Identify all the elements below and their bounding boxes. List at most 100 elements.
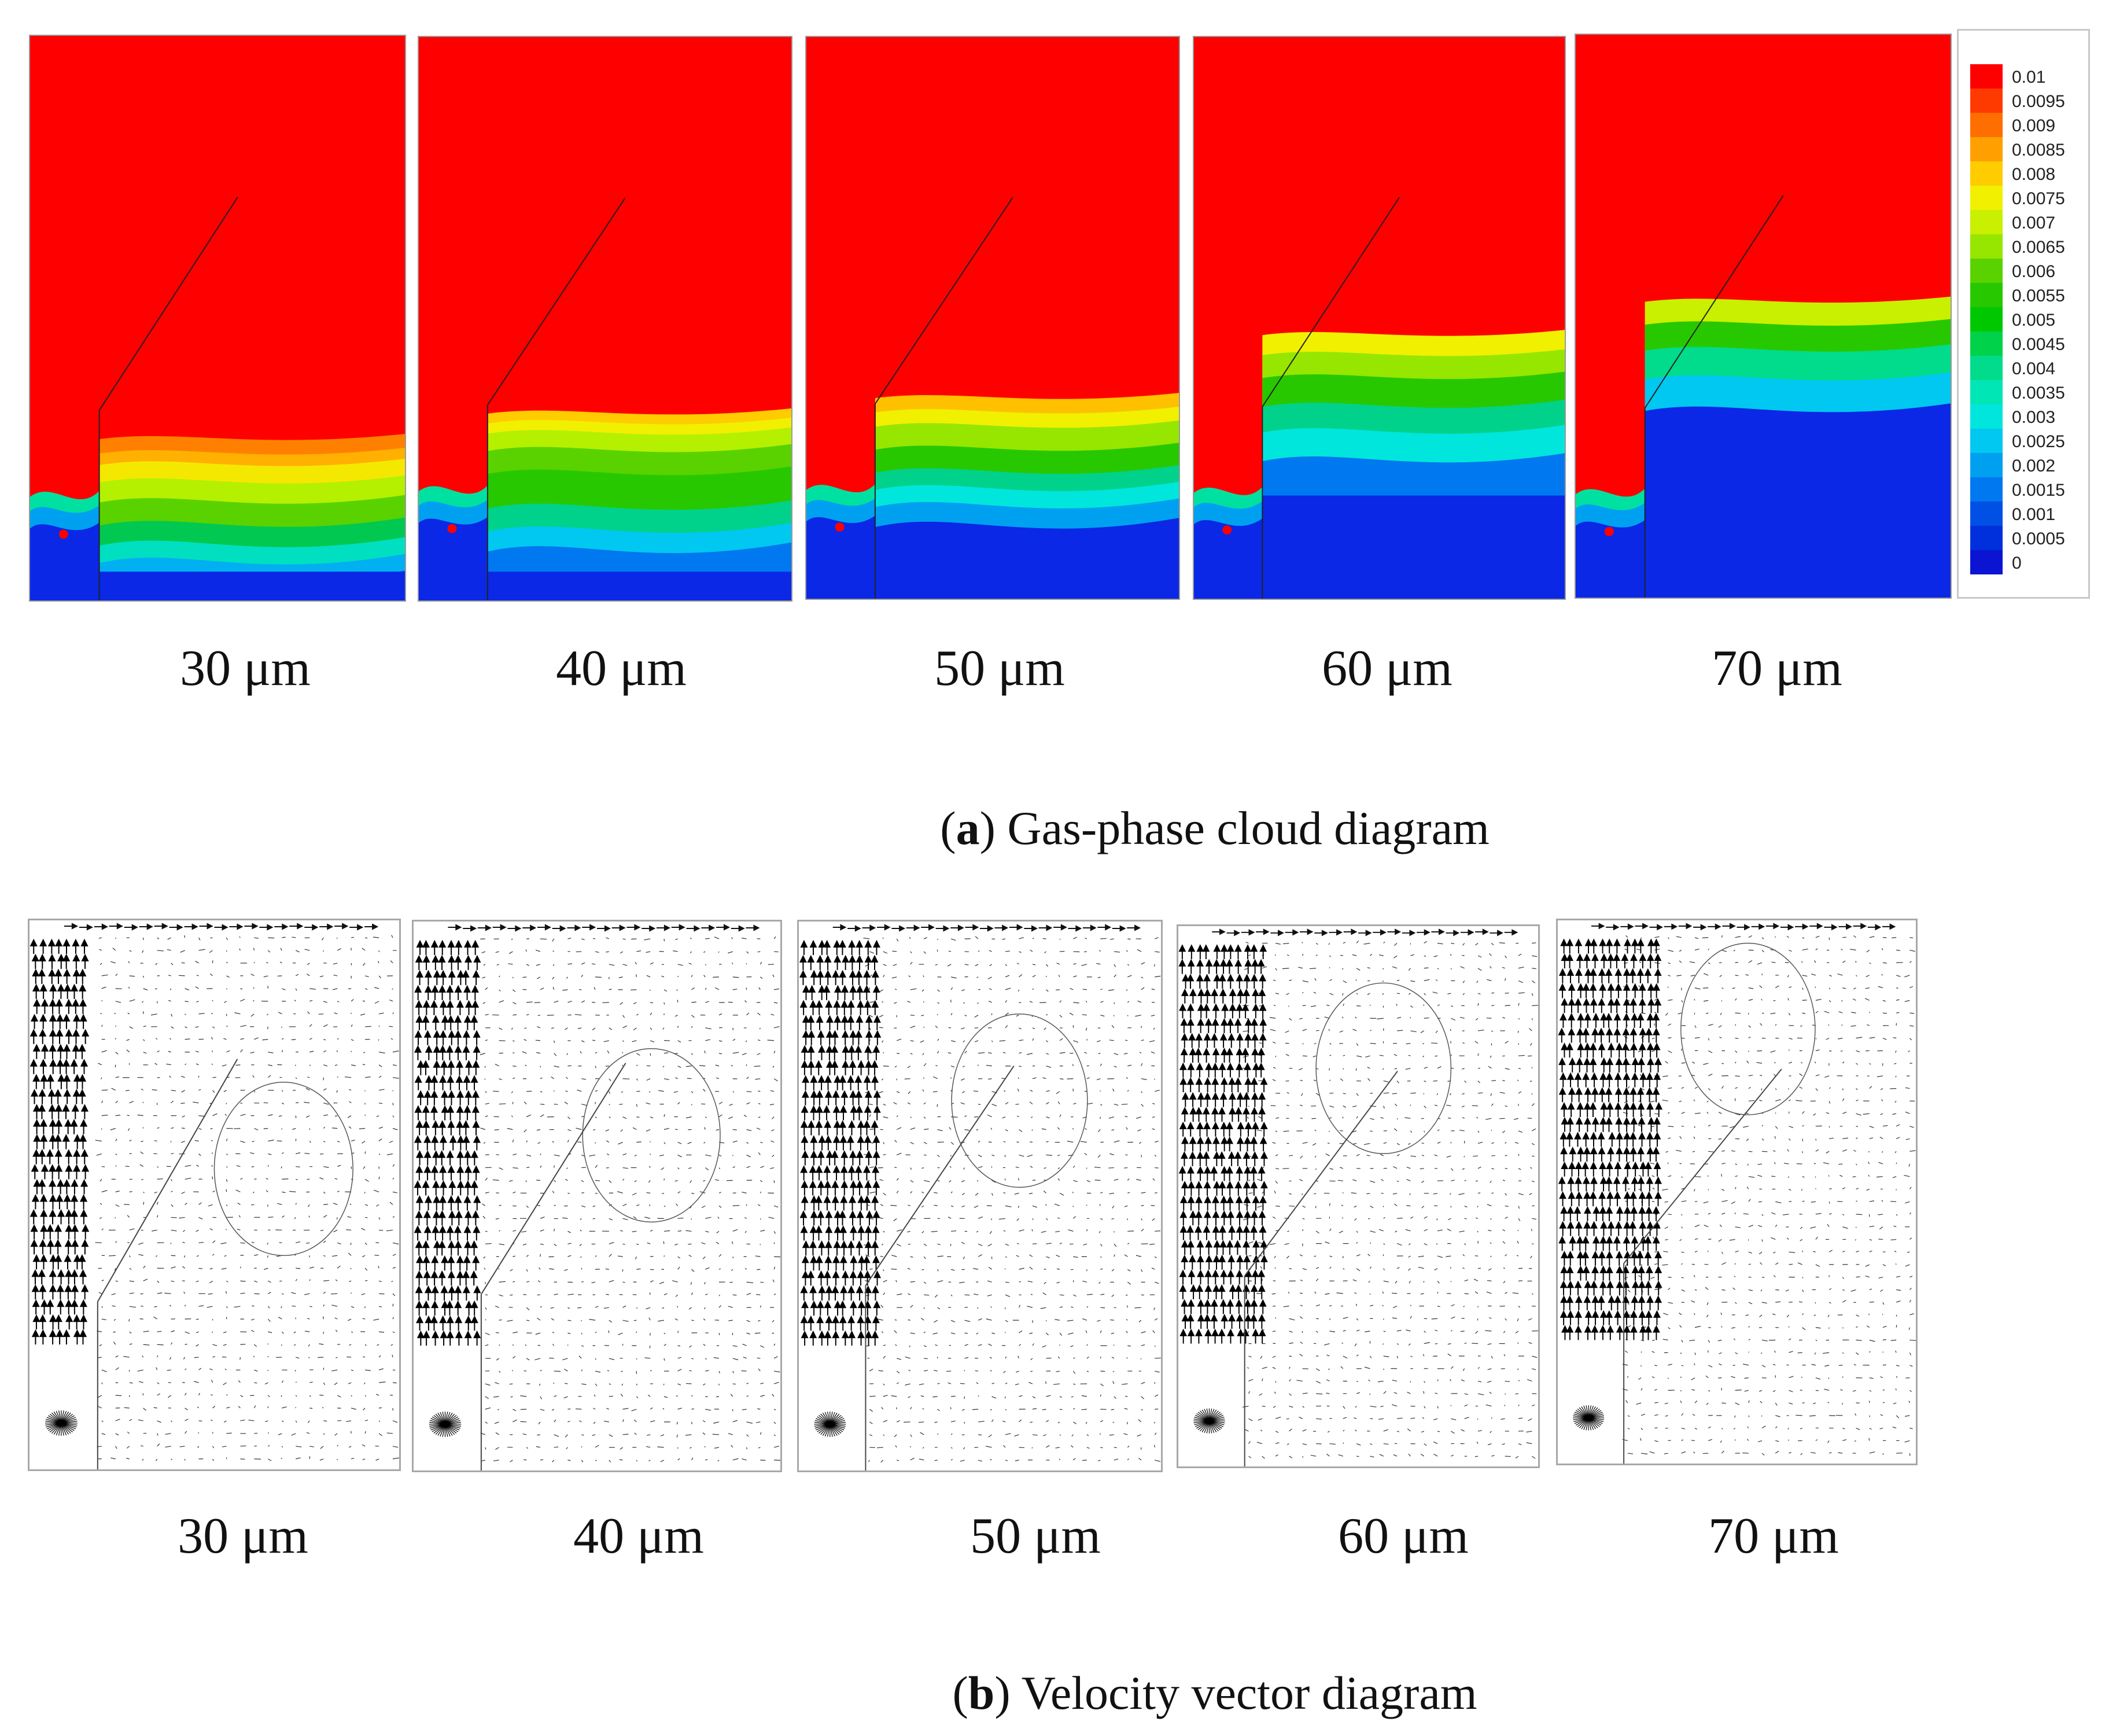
legend-label: 0.008: [2012, 165, 2056, 184]
legend-label: 0.007: [2012, 213, 2056, 233]
blue-region: [99, 572, 405, 600]
baffle-line: [1623, 1068, 1782, 1264]
nozzle-swirl: [429, 1411, 462, 1438]
legend-swatch: [1970, 429, 2003, 453]
vortex-loop: [1315, 982, 1452, 1155]
legend-label: 0.009: [2012, 116, 2056, 135]
label-a-70um: 70 μm: [1712, 640, 1842, 696]
channel-band: [1194, 518, 1263, 599]
jet-arrows: [1558, 938, 1663, 1340]
label-a-50um: 50 μm: [934, 640, 1065, 696]
legend-label: 0.005: [2012, 311, 2056, 330]
legend-swatch: [1970, 283, 2003, 307]
nozzle-swirl: [1573, 1405, 1605, 1431]
vector-plot-50um: [797, 920, 1163, 1472]
top-flow-arrows: [1591, 923, 1896, 931]
legend-label: 0.0075: [2012, 189, 2065, 208]
jet-arrows: [414, 939, 481, 1346]
nozzle-swirl: [1193, 1408, 1225, 1433]
nozzle-dot: [58, 529, 68, 539]
legend-label: 0.004: [2012, 359, 2056, 378]
caption-a: (a) Gas-phase cloud diagram: [940, 802, 1490, 854]
label-b-60um: 60 μm: [1338, 1508, 1469, 1564]
legend-swatch: [1970, 477, 2003, 502]
baffle-line: [487, 197, 626, 406]
vector-field-svg: [1178, 928, 1538, 1466]
vector-plot-30um: [28, 919, 401, 1471]
vector-field-svg: [1558, 923, 1916, 1464]
top-flow-arrows: [448, 924, 760, 932]
legend-swatch: [1970, 186, 2003, 210]
nozzle-swirl: [45, 1410, 78, 1436]
caption-a-letter: a: [956, 802, 980, 854]
nozzle-dot: [1604, 526, 1614, 536]
caption-a-text: Gas-phase cloud diagram: [1007, 802, 1490, 854]
baffle-line: [481, 1063, 626, 1295]
legend-swatch: [1970, 550, 2003, 574]
caption-b-text: Velocity vector diagram: [1021, 1667, 1477, 1719]
legend-label: 0.0035: [2012, 384, 2065, 403]
blue-region: [1645, 494, 1951, 598]
legend-label: 0.0065: [2012, 238, 2065, 257]
colorbar-legend: 0.01 0.0095 0.009 0.0085 0.008 0.0075 0.007 0.0…: [1957, 29, 2090, 599]
channel-band: [419, 517, 488, 600]
cloud-contour-svg: [419, 37, 791, 600]
legend-label: 0.0045: [2012, 335, 2065, 354]
legend-label: 0.0095: [2012, 92, 2065, 111]
legend-swatch: [1970, 502, 2003, 526]
legend-swatch: [1970, 307, 2003, 331]
cloud-plot-40um: [418, 36, 792, 602]
legend-label: 0.0015: [2012, 481, 2065, 500]
baffle-line: [1262, 197, 1400, 407]
blue-region: [875, 570, 1179, 599]
cloud-contour-svg: [806, 37, 1179, 599]
legend-label: 0.0055: [2012, 286, 2065, 305]
nozzle-dot: [835, 522, 845, 532]
legend-swatch: [1970, 89, 2003, 113]
vector-grid: [863, 936, 1161, 1463]
legend-label: 0.0025: [2012, 432, 2065, 451]
top-flow-arrows: [1212, 928, 1518, 937]
baffle-line: [97, 1059, 238, 1302]
label-b-70um: 70 μm: [1708, 1508, 1839, 1564]
legend-label: 0.0085: [2012, 141, 2065, 160]
top-flow-arrows: [64, 923, 379, 931]
vector-grid: [95, 935, 399, 1461]
label-b-30um: 30 μm: [178, 1508, 308, 1564]
cloud-plot-50um: [805, 36, 1180, 600]
legend-swatch: [1970, 453, 2003, 477]
nozzle-dot: [447, 524, 457, 533]
legend-swatch: [1970, 404, 2003, 429]
jet-arrows: [30, 938, 90, 1345]
legend-swatch: [1970, 113, 2003, 137]
channel-band: [1576, 519, 1645, 598]
vortex-loop: [213, 1081, 353, 1256]
legend-swatch: [1970, 64, 2003, 89]
label-a-30um: 30 μm: [180, 640, 311, 696]
legend-swatch: [1970, 137, 2003, 161]
top-flow-arrows: [832, 924, 1141, 932]
vortex-loop: [582, 1048, 721, 1223]
cloud-contour-svg: [1194, 37, 1565, 599]
baffle-line: [875, 197, 1013, 404]
vector-plot-60um: [1177, 924, 1540, 1468]
legend-swatch: [1970, 380, 2003, 404]
label-b-40um: 40 μm: [573, 1508, 704, 1564]
baffle-line: [1244, 1071, 1398, 1277]
legend-swatch: [1970, 526, 2003, 550]
cloud-plot-30um: [29, 35, 406, 602]
nozzle-dot: [1222, 525, 1232, 535]
vector-field-svg: [799, 924, 1161, 1470]
legend-swatch: [1970, 234, 2003, 259]
legend-swatch: [1970, 331, 2003, 356]
label-b-50um: 50 μm: [970, 1508, 1101, 1564]
channel-band: [30, 522, 99, 600]
vector-grid: [480, 936, 780, 1463]
legend-swatch: [1970, 210, 2003, 234]
cloud-plot-60um: [1193, 36, 1566, 600]
vector-field-svg: [30, 923, 399, 1469]
cloud-plot-70um: [1575, 34, 1952, 599]
legend-swatch: [1970, 161, 2003, 186]
caption-b: (b) Velocity vector diagram: [952, 1667, 1477, 1719]
blue-region: [1262, 495, 1565, 599]
